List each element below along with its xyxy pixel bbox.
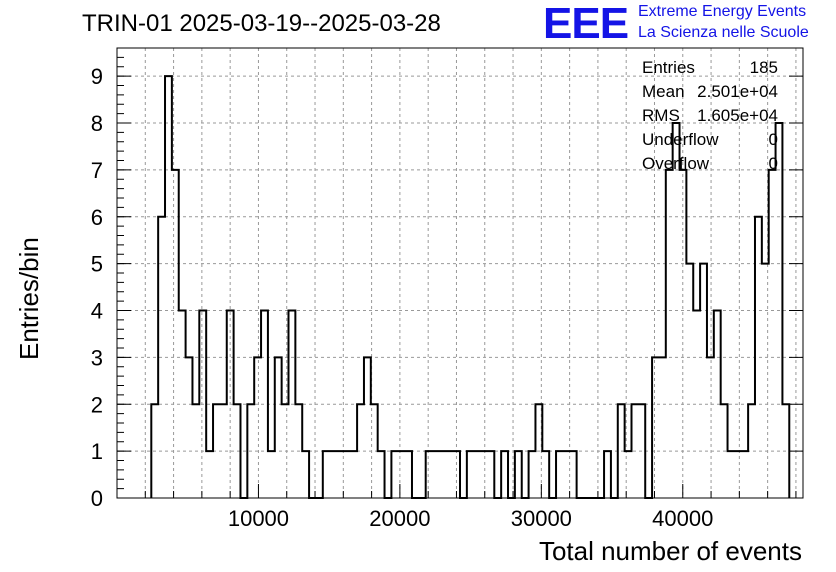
y-tick-label: 4 (91, 299, 103, 324)
histogram-bin (254, 357, 261, 498)
stat-value: 0 (768, 154, 778, 173)
chart-title: TRIN-01 2025-03-19--2025-03-28 (82, 10, 441, 37)
y-tick-label: 1 (91, 439, 103, 464)
histogram-bin (659, 357, 666, 498)
stat-label: Mean (642, 82, 685, 101)
histogram-bin (364, 357, 371, 498)
histogram-bin (426, 451, 433, 498)
stat-value: 185 (749, 58, 778, 77)
histogram-bin (542, 451, 549, 498)
histogram-bin (666, 170, 673, 498)
y-axis-label: Entries/bin (14, 237, 44, 360)
tick-labels: 0 1 2 3 4 5 6 7 8 9 10000 20000 30000 40000 (91, 64, 714, 531)
histogram-bin (350, 451, 357, 498)
stat-label: Overflow (642, 154, 710, 173)
axes (116, 47, 804, 499)
y-axis-label-wrap: Entries/bin (6, 180, 44, 360)
histogram-bin (501, 451, 508, 498)
histogram-bin (700, 264, 707, 498)
brand-line-2: La Scienza nelle Scuole (638, 24, 809, 41)
histogram-bin (474, 451, 481, 498)
histogram-bin (206, 451, 213, 498)
y-tick-label: 7 (91, 158, 103, 183)
histogram-bin (734, 451, 741, 498)
histogram-bin (487, 451, 494, 498)
y-tick-label: 9 (91, 64, 103, 89)
histogram-bin (707, 357, 714, 498)
histogram-bin (172, 170, 179, 498)
x-tick-label: 10000 (228, 506, 289, 531)
histogram-bin (686, 264, 693, 498)
stat-label: RMS (642, 106, 680, 125)
histogram-bin (604, 451, 611, 498)
histogram-bin (302, 451, 309, 498)
histogram-bin (652, 357, 659, 498)
y-tick-label: 5 (91, 252, 103, 277)
histogram-bin (378, 451, 385, 498)
histogram-bin (625, 451, 632, 498)
histogram-bin (433, 451, 440, 498)
histogram-bin (439, 451, 446, 498)
brand-line-1: Extreme Energy Events (638, 3, 807, 20)
histogram-bin (268, 451, 275, 498)
x-axis-label: Total number of events (538, 536, 802, 566)
eee-logo: EEE (543, 0, 629, 48)
x-tick-label: 20000 (369, 506, 430, 531)
histogram-bin (680, 170, 687, 498)
histogram-bin (391, 451, 398, 498)
stat-row-mean: Mean 2.501e+04 (640, 82, 780, 106)
histogram-bin (405, 451, 412, 498)
histogram-bin (343, 451, 350, 498)
stat-label: Underflow (642, 130, 719, 149)
histogram-bin (186, 357, 193, 498)
grid-lines (117, 48, 803, 498)
stat-row-underflow: Underflow 0 (640, 130, 780, 154)
histogram-bin (446, 451, 453, 498)
y-tick-label: 0 (91, 486, 103, 511)
x-tick-label: 40000 (652, 506, 713, 531)
histogram-bin (337, 451, 344, 498)
y-tick-label: 2 (91, 392, 103, 417)
stat-value: 2.501e+04 (697, 82, 778, 101)
histogram-bin (330, 451, 337, 498)
histogram-bin (165, 76, 172, 498)
histogram-bin (323, 451, 330, 498)
stat-value: 1.605e+04 (697, 106, 778, 125)
histogram-bin (728, 451, 735, 498)
stat-row-rms: RMS 1.605e+04 (640, 106, 780, 130)
y-tick-label: 8 (91, 111, 103, 136)
y-tick-label: 3 (91, 345, 103, 370)
histogram-outline (150, 75, 791, 499)
histogram-bin (741, 451, 748, 498)
x-tick-label: 30000 (511, 506, 572, 531)
stat-value: 0 (768, 130, 778, 149)
histogram-bin (515, 451, 522, 498)
histogram-bars (150, 75, 791, 499)
histogram-bin (398, 451, 405, 498)
histogram-bin (563, 451, 570, 498)
y-tick-label: 6 (91, 205, 103, 230)
histogram-bin (275, 357, 282, 498)
histogram-bin (481, 451, 488, 498)
stat-label: Entries (642, 58, 695, 77)
histogram-bin (570, 451, 577, 498)
histogram-bin (529, 451, 536, 498)
histogram-bin (467, 451, 474, 498)
stat-row-entries: Entries 185 (640, 58, 780, 82)
stats-box: Entries 185 Mean 2.501e+04 RMS 1.605e+04… (640, 58, 780, 178)
histogram-bin (556, 451, 563, 498)
histogram-bin (769, 170, 776, 498)
stat-row-overflow: Overflow 0 (640, 154, 780, 178)
